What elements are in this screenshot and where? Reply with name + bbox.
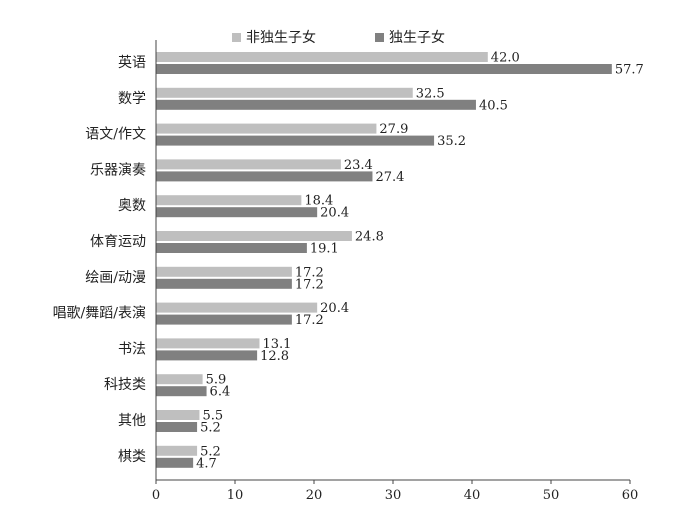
value-label: 17.2 [295,277,324,292]
value-label: 6.4 [210,385,231,400]
legend-label-1: 独生子女 [389,29,445,46]
value-label: 40.5 [479,98,508,113]
bar [156,338,260,349]
bar [156,123,377,134]
x-tick-label: 20 [306,488,323,503]
value-label: 12.8 [260,349,289,364]
bars-group: 英语 42.0 57.7 数学 32.5 40.5 语文/作文 27.9 35.2 乐器演奏 23.… [53,51,644,472]
value-label: 18.4 [304,194,333,209]
x-tick-label: 0 [152,488,160,503]
bar [156,278,292,289]
category-label: 乐器演奏 [90,162,146,178]
bar [156,64,612,74]
value-label: 4.7 [196,456,217,471]
bar [156,159,341,170]
x-axis: 0 10 20 30 40 50 60 [152,40,638,503]
category-label: 绘画/动漫 [85,270,146,286]
value-label: 17.2 [295,265,324,280]
bar [156,374,203,385]
bar [156,171,373,182]
bar [156,87,413,98]
value-label: 57.7 [615,63,644,78]
legend: 非独生子女 独生子女 [232,29,445,46]
bar [156,422,198,432]
bar [156,266,292,277]
value-label: 5.9 [206,373,227,388]
bar [156,445,198,456]
value-label: 19.1 [310,242,339,257]
value-label: 24.8 [355,230,384,245]
legend-swatch-0 [232,33,241,42]
value-label: 20.4 [320,301,349,316]
value-label: 27.4 [375,170,404,185]
bar [156,243,307,253]
bar [156,302,318,313]
value-label: 13.1 [262,337,291,352]
bar [156,207,318,218]
category-label: 书法 [118,341,146,357]
value-label: 32.5 [416,86,445,101]
bar [156,386,207,397]
bar [156,52,488,62]
category-label: 科技类 [104,377,146,393]
value-label: 20.4 [320,206,349,221]
x-tick-label: 10 [227,488,244,503]
value-label: 5.2 [200,444,221,459]
x-tick-label: 30 [385,488,402,503]
bar [156,350,258,361]
category-label: 语文/作文 [85,127,146,143]
bar [156,135,435,146]
legend-swatch-1 [375,33,384,42]
category-label: 英语 [118,54,146,71]
category-label: 数学 [118,91,146,107]
legend-label-0: 非独生子女 [246,29,316,46]
bar [156,410,200,420]
x-tick-label: 40 [464,488,481,503]
bar [156,457,194,468]
value-label: 42.0 [491,51,520,66]
value-label: 23.4 [344,158,373,173]
x-tick-label: 60 [622,488,639,503]
value-label: 27.9 [379,122,408,137]
bar [156,314,292,325]
bar [156,231,352,241]
category-label: 奥数 [118,197,146,214]
value-label: 5.2 [200,421,221,436]
category-label: 唱歌/舞蹈/表演 [53,306,146,322]
category-label: 体育运动 [90,234,146,250]
x-tick-label: 50 [543,488,560,503]
bar [156,99,476,110]
category-label: 棋类 [118,449,146,465]
value-label: 35.2 [437,134,466,149]
bar [156,195,302,206]
value-label: 5.5 [202,409,223,424]
value-label: 17.2 [295,313,324,328]
category-label: 其他 [118,413,146,429]
